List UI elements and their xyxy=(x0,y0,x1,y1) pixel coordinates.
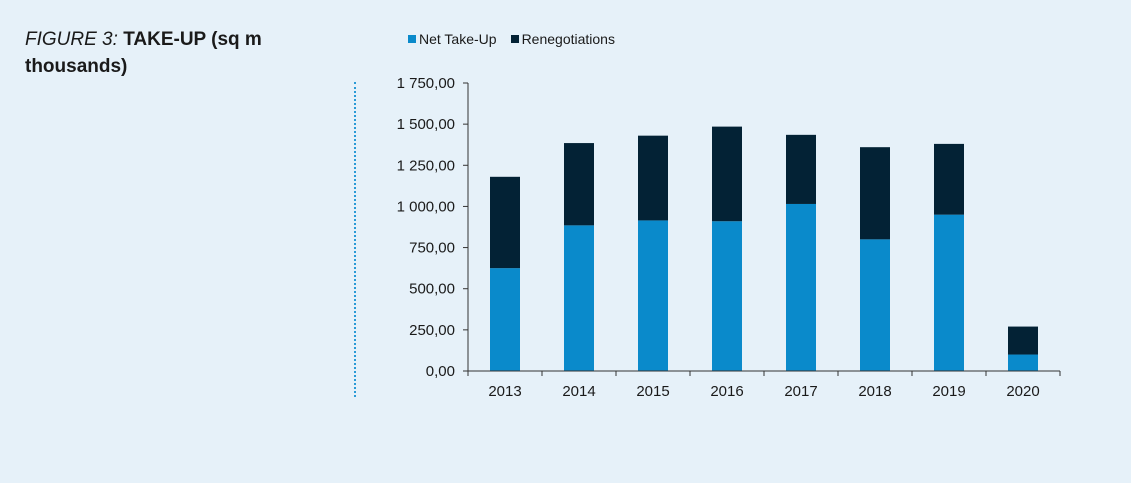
x-tick-label: 2020 xyxy=(1006,383,1039,400)
bar-renegotiations xyxy=(1008,326,1038,355)
x-tick-label: 2017 xyxy=(784,383,817,400)
y-tick-label: 250,00 xyxy=(409,322,455,339)
y-tick-label: 750,00 xyxy=(409,240,455,257)
chart-legend: Net Take-Up Renegotiations xyxy=(408,31,615,47)
x-tick-label: 2019 xyxy=(932,383,965,400)
figure-title: FIGURE 3: TAKE-UP (sq m thousands) xyxy=(25,26,345,80)
bar-net-take-up xyxy=(638,220,668,371)
y-tick-label: 0,00 xyxy=(426,363,455,380)
figure-label: FIGURE 3: xyxy=(25,29,118,50)
legend-item-net-take-up: Net Take-Up xyxy=(408,31,497,47)
bar-renegotiations xyxy=(564,143,594,226)
legend-swatch-renegotiations xyxy=(510,35,519,43)
legend-label-net-take-up: Net Take-Up xyxy=(419,31,497,47)
bar-net-take-up xyxy=(1008,354,1038,371)
legend-swatch-net-take-up xyxy=(408,35,416,43)
figure-title-text: TAKE-UP (sq m thousands) xyxy=(25,29,262,77)
x-tick-label: 2015 xyxy=(636,383,669,400)
bar-renegotiations xyxy=(934,143,964,215)
legend-label-renegotiations: Renegotiations xyxy=(521,31,615,47)
bar-net-take-up xyxy=(786,203,816,371)
x-tick-label: 2013 xyxy=(488,383,521,400)
bar-net-take-up xyxy=(860,239,890,371)
bar-net-take-up xyxy=(934,214,964,371)
x-tick-label: 2018 xyxy=(858,383,891,400)
bar-renegotiations xyxy=(786,134,816,204)
x-tick-label: 2016 xyxy=(710,383,743,400)
bar-renegotiations xyxy=(712,126,742,222)
y-tick-label: 1 250,00 xyxy=(397,157,455,174)
legend-item-renegotiations: Renegotiations xyxy=(510,31,615,47)
bar-net-take-up xyxy=(712,221,742,371)
bar-renegotiations xyxy=(638,135,668,221)
bar-renegotiations xyxy=(490,176,520,269)
y-tick-label: 500,00 xyxy=(409,281,455,298)
y-tick-label: 1 000,00 xyxy=(397,198,455,215)
bar-net-take-up xyxy=(564,225,594,371)
y-tick-label: 1 500,00 xyxy=(397,116,455,133)
x-tick-label: 2014 xyxy=(562,383,595,400)
y-tick-label: 1 750,00 xyxy=(397,75,455,92)
bar-renegotiations xyxy=(860,147,890,240)
bar-net-take-up xyxy=(490,268,520,371)
decorative-divider xyxy=(354,82,356,397)
